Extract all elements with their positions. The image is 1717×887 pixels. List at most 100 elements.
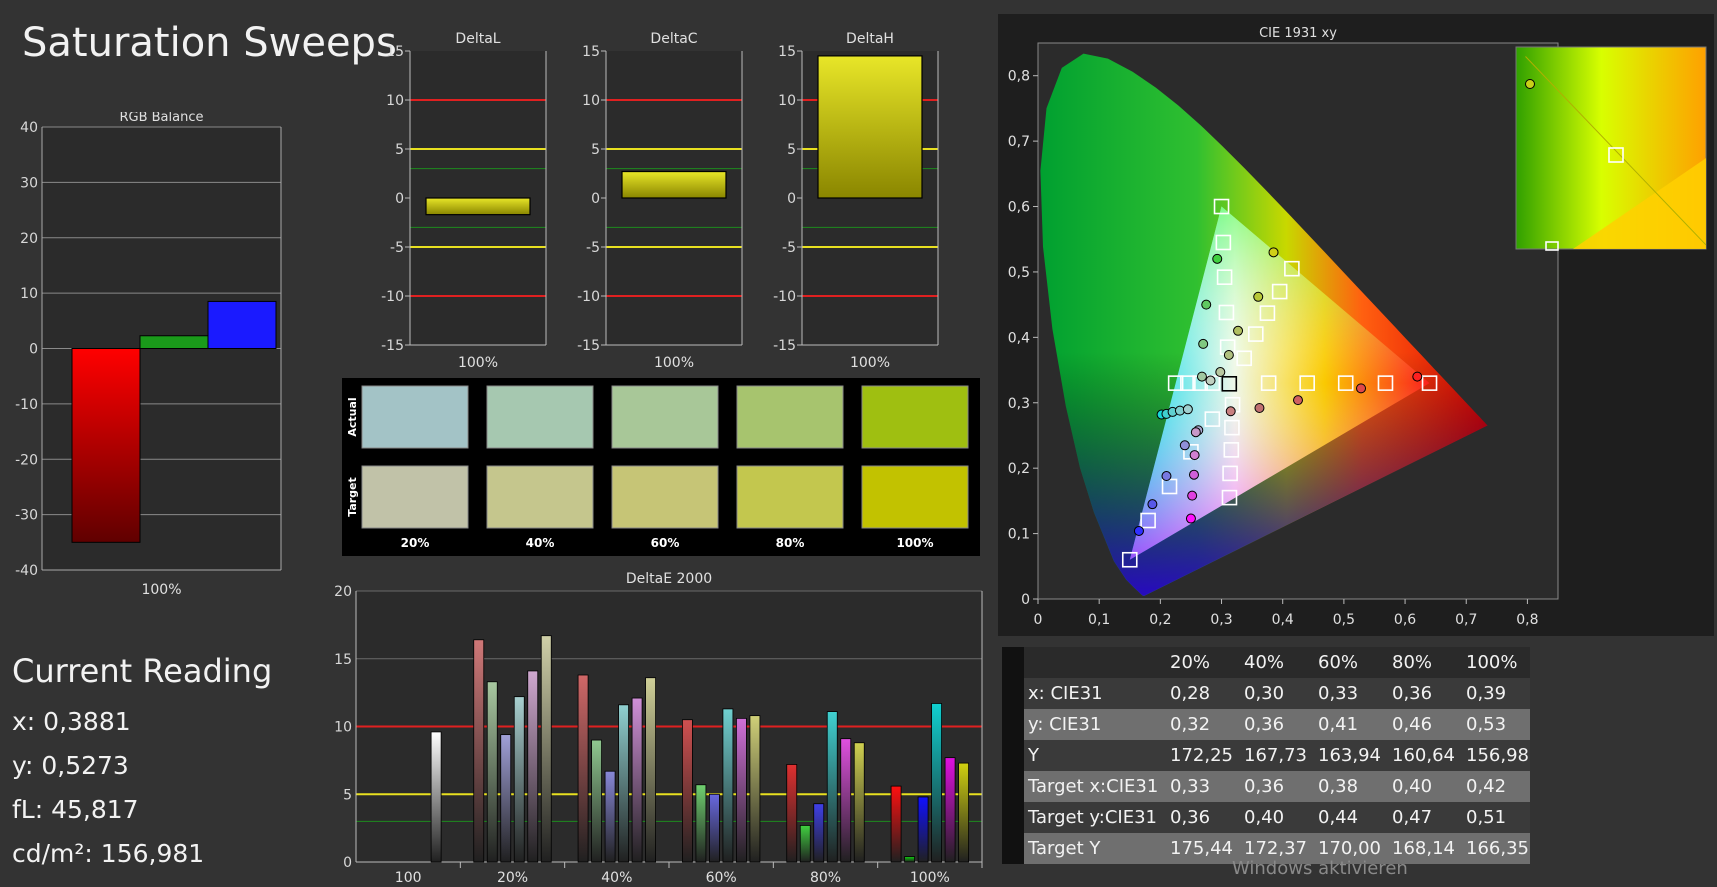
table-cell: 0,32 [1170, 714, 1211, 735]
measured-point [1198, 338, 1209, 349]
swatch-column-label: 40% [526, 536, 555, 550]
delta-e-bar [736, 717, 747, 863]
row-label: Target Y [1028, 838, 1101, 859]
table-header-cell: 60% [1318, 652, 1359, 673]
y-tick-label: 10 [778, 93, 796, 109]
color-swatch [736, 385, 844, 449]
current-reading-panel: Current Reading x: 0,3881 y: 0,5273 fL: … [12, 652, 332, 876]
measured-point [1212, 253, 1223, 264]
measured-point [1161, 471, 1172, 482]
table-row: Y 172,25 167,73 163,94 160,64 156,98 [1002, 740, 1530, 771]
row-label: Y [1028, 745, 1039, 766]
table-cell: 170,00 [1318, 838, 1381, 859]
measured-point [1254, 402, 1265, 413]
y-tick-label: 0 [29, 342, 38, 358]
table-cell: 0,33 [1318, 683, 1359, 704]
y-tick-label: 0,4 [1008, 330, 1030, 346]
bar-red [71, 348, 141, 543]
chart-title: DeltaL [455, 31, 500, 47]
delta-e-bar [618, 704, 629, 863]
table-row: y: CIE31 0,32 0,36 0,41 0,46 0,53 [1002, 709, 1530, 740]
color-swatch [611, 385, 719, 449]
y-tick-label: 15 [334, 652, 352, 668]
target-marker [1223, 442, 1240, 458]
target-marker [1121, 551, 1138, 568]
windows-activation-watermark: Windows aktivieren [1232, 858, 1408, 879]
table-cell: 168,14 [1392, 838, 1455, 859]
y-tick-label: 10 [582, 93, 600, 109]
y-tick-label: -15 [381, 338, 404, 354]
table-cell: 0,44 [1318, 807, 1359, 828]
y-tick-label: 0,7 [1008, 134, 1030, 150]
y-tick-label: 30 [20, 175, 38, 191]
table-row: Target Y 175,44 172,37 170,00 168,14 166… [1002, 833, 1530, 864]
target-marker [1260, 375, 1277, 391]
table-cell: 175,44 [1170, 838, 1233, 859]
measured-point [1293, 395, 1303, 406]
target-marker [1140, 512, 1156, 529]
table-cell: 0,40 [1244, 807, 1285, 828]
target-marker [1213, 198, 1230, 215]
table-cell: 0,36 [1244, 714, 1285, 735]
measured-point [1223, 350, 1234, 361]
delta-e-bar [853, 742, 865, 863]
delta-e-bar [749, 715, 761, 863]
delta-c-chart: DeltaC 15 10 5 0 -5 -10 -15 100% [577, 31, 743, 370]
table-cell: 0,36 [1392, 683, 1433, 704]
y-tick-label: -10 [381, 289, 404, 305]
x-tick-label: 100% [458, 355, 498, 370]
x-tick-label: 0,7 [1455, 612, 1477, 628]
table-header-row: 20% 40% 60% 80% 100% [1002, 647, 1530, 678]
table-cell: 0,36 [1244, 776, 1285, 797]
delta-e-bar [682, 719, 693, 863]
measured-point [1356, 383, 1367, 394]
measured-point [1268, 247, 1279, 258]
table-header-cell: 20% [1170, 652, 1211, 673]
delta-e-bar [486, 681, 498, 863]
row-label: Target x:CIE31 [1028, 776, 1159, 797]
delta-e-bar [709, 793, 720, 863]
y-tick-label: 0,2 [1008, 461, 1030, 477]
cie-1931-chart: CIE 1931 xy 0 0,1 0,2 0,3 0,4 0,5 0,6 0,7 0,8 0 0,1… [998, 14, 1714, 636]
row-label: y: CIE31 [1028, 714, 1102, 735]
measured-point [1189, 469, 1199, 480]
delta-e-bar [931, 703, 942, 863]
table-cell: 172,37 [1244, 838, 1307, 859]
swatch-column-label: 60% [651, 536, 680, 550]
reading-y: y: 0,5273 [12, 751, 129, 780]
x-tick-label: 20% [497, 870, 528, 886]
zoom-target-marker [1545, 241, 1559, 251]
color-swatch [486, 385, 594, 449]
y-tick-label: -5 [390, 240, 404, 256]
delta-e-bar [604, 770, 616, 863]
delta-e-bar [631, 697, 643, 863]
y-tick-label: -10 [773, 289, 796, 305]
x-tick-label: 0,4 [1272, 612, 1294, 628]
target-marker [1218, 304, 1235, 321]
y-tick-label: 0,3 [1008, 396, 1030, 412]
x-tick-label: 100% [850, 355, 890, 370]
y-tick-label: 0 [395, 191, 404, 207]
swatch-column-label: 20% [401, 536, 430, 550]
color-swatch [361, 465, 469, 529]
zoom-measured-point [1525, 79, 1535, 89]
table-cell: 167,73 [1244, 745, 1307, 766]
measured-point [1196, 371, 1207, 382]
y-tick-label: 0,8 [1008, 69, 1030, 85]
target-marker [1216, 269, 1233, 285]
table-header-cell: 80% [1392, 652, 1433, 673]
y-tick-label: 0,1 [1008, 527, 1030, 543]
measured-point [1253, 291, 1264, 302]
measured-point [1205, 375, 1216, 386]
y-tick-label: -30 [15, 508, 38, 524]
delta-e-bar [695, 784, 707, 863]
table-cell: 0,40 [1392, 776, 1433, 797]
measured-point [1190, 427, 1201, 438]
swatch-row-label: Actual [346, 397, 359, 436]
y-tick-label: -10 [577, 289, 600, 305]
table-cell: 156,98 [1466, 745, 1529, 766]
delta-l-chart: DeltaL 15 10 5 0 -5 -10 -15 100% [381, 31, 547, 370]
y-tick-label: 10 [386, 93, 404, 109]
table-cell: 160,64 [1392, 745, 1455, 766]
reading-fl: fL: 45,817 [12, 795, 139, 824]
